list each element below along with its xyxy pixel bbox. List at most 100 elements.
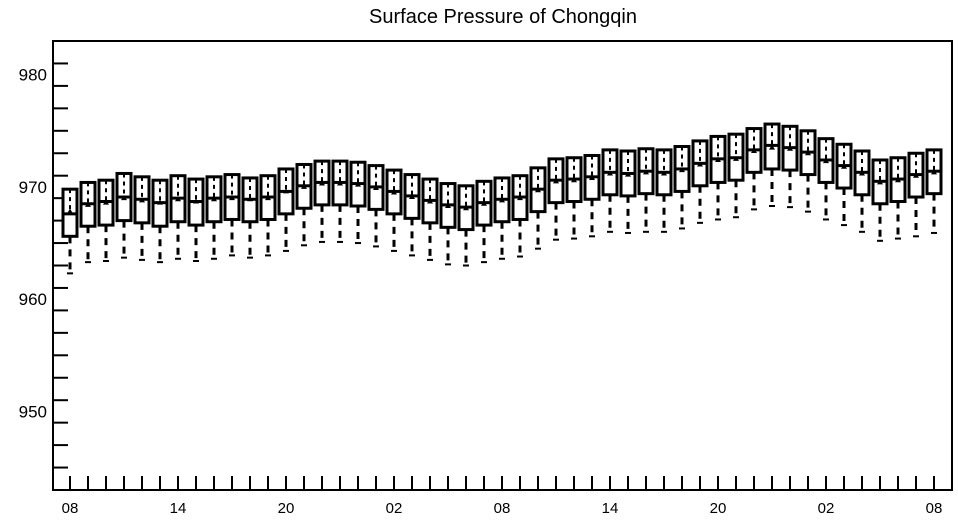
box-item [169, 174, 187, 260]
x-tick-label: 14 [170, 500, 187, 517]
box-item [709, 134, 727, 221]
mean-marker [553, 178, 559, 184]
mean-marker [337, 180, 343, 186]
box-item [529, 166, 547, 250]
box-item [259, 174, 277, 257]
box-item [313, 159, 331, 243]
mean-marker [733, 155, 739, 161]
box-item [547, 157, 565, 241]
box-item [205, 175, 223, 260]
mean-marker [229, 195, 235, 201]
mean-marker [247, 196, 253, 202]
box-item [97, 178, 115, 263]
mean-marker [535, 187, 541, 193]
box-item [781, 124, 799, 209]
box-item [745, 127, 763, 211]
y-tick-label: 980 [19, 66, 47, 85]
mean-marker [319, 180, 325, 186]
box-item [61, 187, 79, 275]
mean-marker [607, 170, 613, 176]
box-item [871, 158, 889, 242]
mean-marker [625, 171, 631, 177]
box-item [889, 156, 907, 240]
x-axis: 08 14 20 02 08 14 20 02 08 [62, 476, 943, 517]
mean-marker [499, 197, 505, 203]
y-tick-label: 950 [19, 402, 47, 421]
x-tick-label: 20 [710, 500, 727, 517]
box-item [277, 167, 295, 252]
x-tick-label: 02 [386, 500, 403, 517]
x-tick-label: 08 [926, 500, 943, 517]
mean-marker [301, 183, 307, 189]
box-item [565, 156, 583, 240]
box-item [583, 153, 601, 238]
box-item [673, 145, 691, 230]
mean-marker [517, 195, 523, 201]
x-tick-label: 08 [62, 500, 79, 517]
box-item [907, 151, 925, 238]
box-item [241, 176, 259, 259]
box-item [439, 182, 457, 266]
box-item [457, 184, 475, 267]
box-item [187, 177, 205, 263]
box-item [367, 164, 385, 248]
chart-title: Surface Pressure of Chongqin [369, 6, 637, 28]
mean-marker [769, 144, 775, 150]
box-item [295, 162, 313, 247]
y-axis: 950 960 970 980 [19, 40, 68, 491]
box-item [637, 147, 655, 233]
mean-marker [823, 158, 829, 164]
mean-marker [409, 194, 415, 200]
box-item [331, 159, 349, 243]
mean-marker [661, 170, 667, 176]
x-tick-label: 08 [494, 500, 511, 517]
box-item [385, 168, 403, 252]
mean-marker [211, 196, 217, 202]
mean-marker [859, 170, 865, 176]
box-series [61, 122, 943, 275]
box-item [133, 175, 151, 261]
box-item [421, 177, 439, 261]
x-tick-label: 20 [278, 500, 295, 517]
mean-marker [751, 148, 757, 154]
mean-marker [841, 163, 847, 169]
mean-marker [643, 169, 649, 175]
box-item [601, 148, 619, 233]
box-item [79, 180, 97, 264]
mean-marker [679, 167, 685, 173]
mean-marker [877, 179, 883, 185]
box-item [925, 148, 943, 234]
mean-marker [373, 185, 379, 191]
box-item [817, 137, 835, 221]
y-tick-label: 960 [19, 290, 47, 309]
box-item [475, 179, 493, 264]
mean-marker [175, 196, 181, 202]
mean-marker [589, 174, 595, 180]
mean-marker [931, 169, 937, 175]
mean-marker [121, 195, 127, 201]
mean-marker [715, 156, 721, 162]
mean-marker [805, 150, 811, 156]
mean-marker [139, 197, 145, 203]
mean-marker [265, 195, 271, 201]
mean-marker [283, 188, 289, 194]
box-item [493, 176, 511, 260]
box-item [223, 173, 241, 257]
box-item [763, 122, 781, 208]
plot-frame [52, 40, 953, 491]
mean-marker [445, 203, 451, 209]
box-item [115, 171, 133, 259]
mean-marker [697, 161, 703, 167]
box-item [853, 149, 871, 233]
mean-marker [463, 205, 469, 211]
mean-marker [787, 145, 793, 151]
box-item [835, 142, 853, 227]
mean-marker [481, 200, 487, 206]
mean-marker [895, 177, 901, 183]
mean-marker [103, 199, 109, 205]
mean-marker [355, 181, 361, 187]
mean-marker [427, 198, 433, 204]
box-item [727, 132, 745, 219]
box-item [799, 129, 817, 213]
